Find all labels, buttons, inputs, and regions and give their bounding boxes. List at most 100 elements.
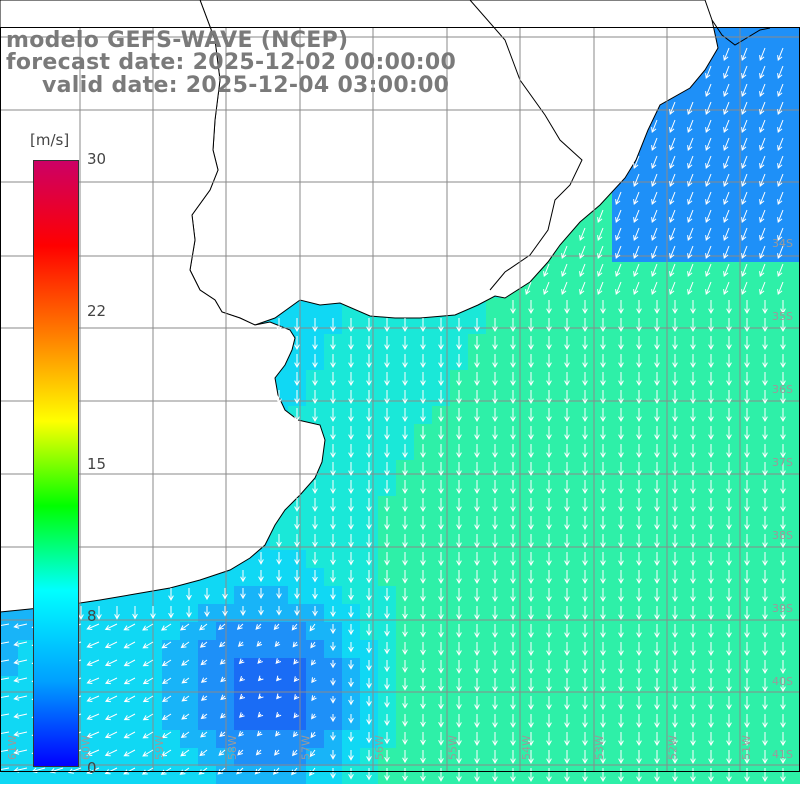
wind-arrow <box>456 588 462 602</box>
wind-arrow <box>420 678 426 692</box>
wind-arrow <box>777 119 784 134</box>
wind-arrow <box>474 354 480 369</box>
wind-arrow <box>0 641 10 647</box>
wind-arrow <box>636 300 642 315</box>
speed-cell <box>126 640 144 658</box>
wind-arrow <box>723 83 730 98</box>
wind-arrow <box>142 659 154 667</box>
wind-arrow <box>618 714 624 729</box>
wind-arrow <box>546 768 552 783</box>
speed-cell <box>216 766 234 784</box>
wind-arrow <box>294 354 300 369</box>
wind-arrow <box>438 768 444 782</box>
speed-cell <box>234 658 252 676</box>
wind-arrow <box>312 516 318 530</box>
speed-cell <box>792 334 800 352</box>
wind-arrow <box>654 660 660 675</box>
speed-cell <box>792 676 800 694</box>
wind-arrow <box>600 714 606 729</box>
wind-arrow <box>348 678 354 688</box>
wind-arrow <box>690 696 696 711</box>
wind-arrow <box>546 354 552 369</box>
speed-cell <box>108 766 126 784</box>
speed-cell <box>306 676 324 694</box>
speed-cell <box>792 136 800 154</box>
wind-arrow <box>366 660 372 672</box>
wind-arrow <box>546 516 552 531</box>
wind-arrow <box>402 660 408 673</box>
wind-arrow <box>292 749 298 757</box>
wind-arrow <box>687 281 694 296</box>
colorbar-tick-8: 8 <box>87 607 97 625</box>
wind-arrow <box>726 354 732 369</box>
lon-label: 60W <box>79 735 92 760</box>
wind-arrow <box>294 606 300 616</box>
speed-cell <box>162 766 180 784</box>
wind-arrow <box>582 462 588 477</box>
wind-arrow <box>564 372 570 387</box>
wind-arrow <box>13 695 28 701</box>
wind-arrow <box>741 245 748 260</box>
wind-arrow <box>384 606 390 620</box>
speed-cell <box>792 406 800 424</box>
wind-arrow <box>312 570 318 583</box>
wind-arrow <box>348 480 354 495</box>
wind-arrow <box>510 768 516 783</box>
wind-arrow <box>744 552 750 567</box>
wind-arrow <box>366 516 372 530</box>
wind-arrow <box>238 712 245 718</box>
wind-arrow <box>492 534 498 549</box>
speed-cell <box>18 622 36 640</box>
wind-arrow <box>600 462 606 477</box>
speed-cell <box>792 460 800 478</box>
wind-arrow <box>366 408 372 423</box>
wind-arrow <box>618 678 624 693</box>
wind-arrow <box>672 408 678 423</box>
wind-arrow <box>474 318 480 333</box>
wind-arrow <box>402 588 408 602</box>
wind-arrow <box>708 570 714 585</box>
wind-arrow <box>654 606 660 621</box>
wind-arrow <box>220 694 227 701</box>
wind-arrow <box>276 552 282 565</box>
speed-cell <box>252 748 270 766</box>
wind-arrow <box>636 714 642 729</box>
wind-arrow <box>636 552 642 567</box>
speed-cell <box>288 712 306 730</box>
wind-arrow <box>633 281 640 296</box>
speed-cell <box>0 766 18 784</box>
wind-arrow <box>236 623 244 630</box>
wind-arrow <box>384 354 390 369</box>
wind-arrow <box>654 750 660 765</box>
speed-cell <box>792 424 800 442</box>
wind-arrow <box>651 227 658 242</box>
speed-cell <box>270 658 288 676</box>
wind-arrow <box>348 552 354 566</box>
wind-arrow <box>582 768 588 783</box>
wind-arrow <box>510 354 516 369</box>
wind-arrow <box>330 318 336 333</box>
wind-arrow <box>402 480 408 495</box>
wind-arrow <box>438 660 444 674</box>
wind-arrow <box>741 83 748 98</box>
wind-arrow <box>561 263 568 278</box>
wind-arrow <box>636 408 642 423</box>
wind-arrow <box>708 390 714 405</box>
wind-arrow <box>708 678 714 693</box>
wind-arrow <box>312 606 318 617</box>
wind-arrow <box>654 354 660 369</box>
wind-arrow <box>456 678 462 692</box>
speed-cell <box>792 370 800 388</box>
wind-arrow <box>618 426 624 441</box>
wind-arrow <box>762 480 768 495</box>
wind-arrow <box>456 624 462 638</box>
wind-arrow <box>239 675 245 682</box>
speed-cell <box>90 766 108 784</box>
wind-arrow <box>474 678 480 692</box>
wind-arrow <box>564 660 570 675</box>
wind-arrow <box>310 641 316 649</box>
wind-arrow <box>690 678 696 693</box>
wind-arrow <box>690 660 696 675</box>
wind-arrow <box>492 408 498 423</box>
wind-arrow <box>744 318 750 333</box>
